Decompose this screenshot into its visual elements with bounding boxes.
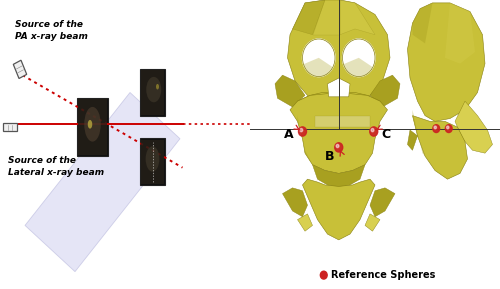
FancyBboxPatch shape bbox=[141, 70, 164, 115]
Polygon shape bbox=[290, 92, 388, 173]
Polygon shape bbox=[315, 116, 370, 127]
Circle shape bbox=[446, 125, 452, 133]
Polygon shape bbox=[328, 78, 350, 97]
Text: Reference Spheres: Reference Spheres bbox=[331, 270, 436, 280]
Ellipse shape bbox=[146, 146, 160, 172]
Polygon shape bbox=[25, 92, 180, 272]
Ellipse shape bbox=[146, 77, 161, 102]
Polygon shape bbox=[412, 116, 468, 179]
Polygon shape bbox=[298, 92, 380, 124]
Text: Source of the
Lateral x-ray beam: Source of the Lateral x-ray beam bbox=[8, 156, 104, 177]
Polygon shape bbox=[292, 0, 325, 35]
Polygon shape bbox=[312, 0, 340, 35]
Wedge shape bbox=[304, 58, 333, 77]
FancyBboxPatch shape bbox=[3, 123, 17, 131]
Text: A: A bbox=[284, 128, 294, 141]
Polygon shape bbox=[408, 3, 485, 121]
Polygon shape bbox=[302, 179, 375, 240]
Circle shape bbox=[370, 127, 378, 136]
Wedge shape bbox=[344, 58, 373, 77]
Circle shape bbox=[336, 144, 339, 148]
Polygon shape bbox=[412, 110, 425, 156]
Polygon shape bbox=[455, 101, 492, 153]
Circle shape bbox=[320, 271, 327, 279]
Ellipse shape bbox=[84, 107, 101, 142]
Polygon shape bbox=[412, 3, 432, 43]
Ellipse shape bbox=[156, 84, 159, 90]
Circle shape bbox=[302, 39, 335, 77]
Circle shape bbox=[342, 39, 375, 77]
Polygon shape bbox=[370, 75, 400, 107]
Polygon shape bbox=[445, 3, 475, 64]
FancyBboxPatch shape bbox=[14, 60, 26, 79]
Circle shape bbox=[300, 129, 302, 132]
Circle shape bbox=[446, 126, 449, 129]
FancyBboxPatch shape bbox=[77, 98, 108, 156]
Circle shape bbox=[298, 127, 306, 136]
Polygon shape bbox=[288, 0, 390, 101]
Circle shape bbox=[433, 125, 440, 133]
Polygon shape bbox=[312, 165, 365, 188]
Polygon shape bbox=[275, 75, 305, 107]
Polygon shape bbox=[365, 214, 380, 231]
FancyBboxPatch shape bbox=[78, 99, 107, 155]
FancyBboxPatch shape bbox=[140, 69, 165, 116]
Circle shape bbox=[434, 126, 436, 129]
Polygon shape bbox=[282, 188, 308, 217]
Polygon shape bbox=[298, 116, 312, 165]
Text: C: C bbox=[382, 128, 391, 141]
Polygon shape bbox=[370, 188, 395, 217]
Circle shape bbox=[335, 143, 343, 152]
Text: Source of the
PA x-ray beam: Source of the PA x-ray beam bbox=[15, 20, 88, 41]
Polygon shape bbox=[340, 0, 375, 35]
FancyBboxPatch shape bbox=[140, 138, 165, 185]
Ellipse shape bbox=[88, 120, 92, 129]
Polygon shape bbox=[408, 130, 418, 150]
FancyBboxPatch shape bbox=[141, 140, 164, 184]
Text: B: B bbox=[325, 150, 335, 162]
Circle shape bbox=[371, 129, 374, 132]
Polygon shape bbox=[298, 214, 312, 231]
